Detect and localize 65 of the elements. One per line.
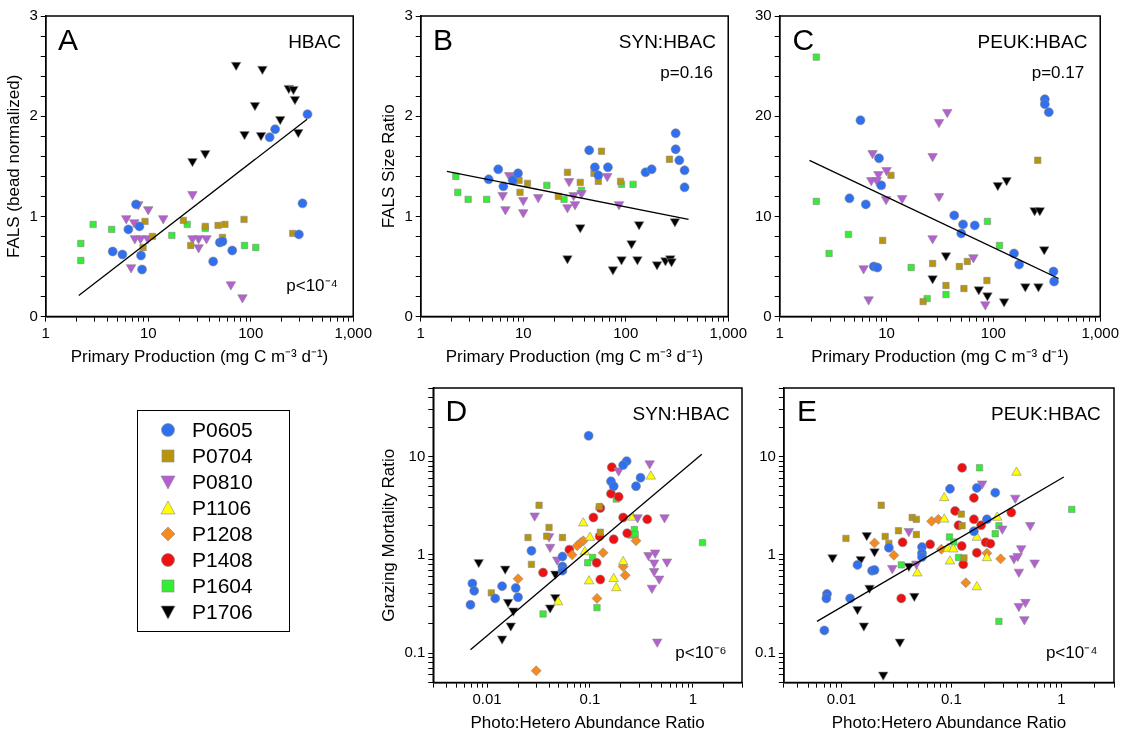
y-tick-label: 0: [763, 306, 772, 324]
x-tick-label: 0.1: [579, 689, 601, 707]
x-axis-title: Photo:Hetero Abundance Ratio: [831, 713, 1067, 733]
x-axis-title: Primary Production (mg C m⁻³ d⁻¹): [70, 347, 329, 367]
x-tick-label: 100: [238, 323, 264, 341]
y-tick-label: 1: [767, 544, 776, 562]
legend-label: P0810: [192, 470, 253, 494]
x-tick-label: 0.01: [472, 689, 502, 707]
x-tick-label: 1,000: [1081, 323, 1120, 341]
y-tick-label: 10: [759, 446, 776, 464]
annotation: p=0.17: [1031, 62, 1085, 82]
annotation: SYN:HBAC: [632, 402, 730, 424]
y-tick-label: 30: [755, 6, 772, 24]
annotation: PEUK:HBAC: [977, 31, 1088, 53]
y-tick-label: 20: [755, 106, 772, 124]
y-tick-label: 10: [408, 446, 426, 464]
annotation: A: [58, 22, 79, 56]
y-axis-title: Grazing Mortality Ratio: [378, 448, 398, 622]
legend-label: P1106: [192, 496, 252, 520]
x-tick-label: 0.01: [826, 689, 856, 707]
x-tick-label: 10: [139, 323, 157, 341]
y-tick-label: 10: [755, 206, 772, 224]
y-tick-label: 2: [29, 106, 38, 124]
x-tick-label: 1,000: [334, 323, 373, 341]
x-tick-label: 10: [514, 323, 532, 341]
legend-label: P1706: [192, 600, 253, 624]
x-tick-label: 100: [613, 323, 639, 341]
x-tick-label: 100: [980, 323, 1006, 341]
x-axis-title: Photo:Hetero Abundance Ratio: [470, 713, 705, 733]
y-tick-label: 1: [416, 544, 426, 562]
y-tick-label: 0.1: [404, 643, 426, 661]
y-tick-label: 3: [29, 6, 38, 24]
annotation: p=0.16: [660, 62, 713, 82]
annotation: p<10⁻⁴: [286, 276, 338, 296]
x-axis-title: Primary Production (mg C m⁻³ d⁻¹): [811, 347, 1069, 367]
annotation: PEUK:HBAC: [990, 402, 1101, 424]
legend-label: P1208: [192, 522, 253, 546]
legend-label: P0605: [192, 418, 253, 442]
y-tick-label: 0: [29, 306, 38, 324]
y-tick-label: 2: [404, 106, 413, 124]
annotation: p<10⁻⁴: [1045, 642, 1098, 662]
annotation: SYN:HBAC: [618, 31, 716, 53]
x-axis-title: Primary Production (mg C m⁻³ d⁻¹): [445, 347, 704, 367]
y-axis-title: FALS Size Ratio: [378, 104, 398, 229]
annotation: E: [797, 394, 818, 428]
x-tick-label: 1: [41, 323, 50, 341]
y-tick-label: 1: [29, 206, 38, 224]
annotation: D: [445, 394, 468, 428]
y-axis-title: FALS (bead normalized): [3, 74, 23, 258]
y-tick-label: 0: [404, 306, 413, 324]
legend-label: P1408: [192, 548, 253, 572]
annotation: C: [792, 22, 815, 56]
y-tick-label: 0.1: [754, 643, 776, 661]
legend-label: P0704: [192, 444, 253, 468]
y-tick-label: 1: [404, 206, 413, 224]
x-tick-label: 1: [688, 689, 698, 707]
x-tick-label: 0.1: [941, 689, 962, 707]
annotation: HBAC: [288, 31, 341, 53]
legend-label: P1604: [192, 574, 253, 598]
x-tick-label: 10: [878, 323, 895, 341]
annotation: B: [433, 22, 454, 56]
x-tick-label: 1,000: [709, 323, 748, 341]
annotation: p<10⁻⁶: [675, 642, 727, 662]
x-tick-label: 1: [1057, 689, 1066, 707]
y-tick-label: 3: [404, 6, 413, 24]
